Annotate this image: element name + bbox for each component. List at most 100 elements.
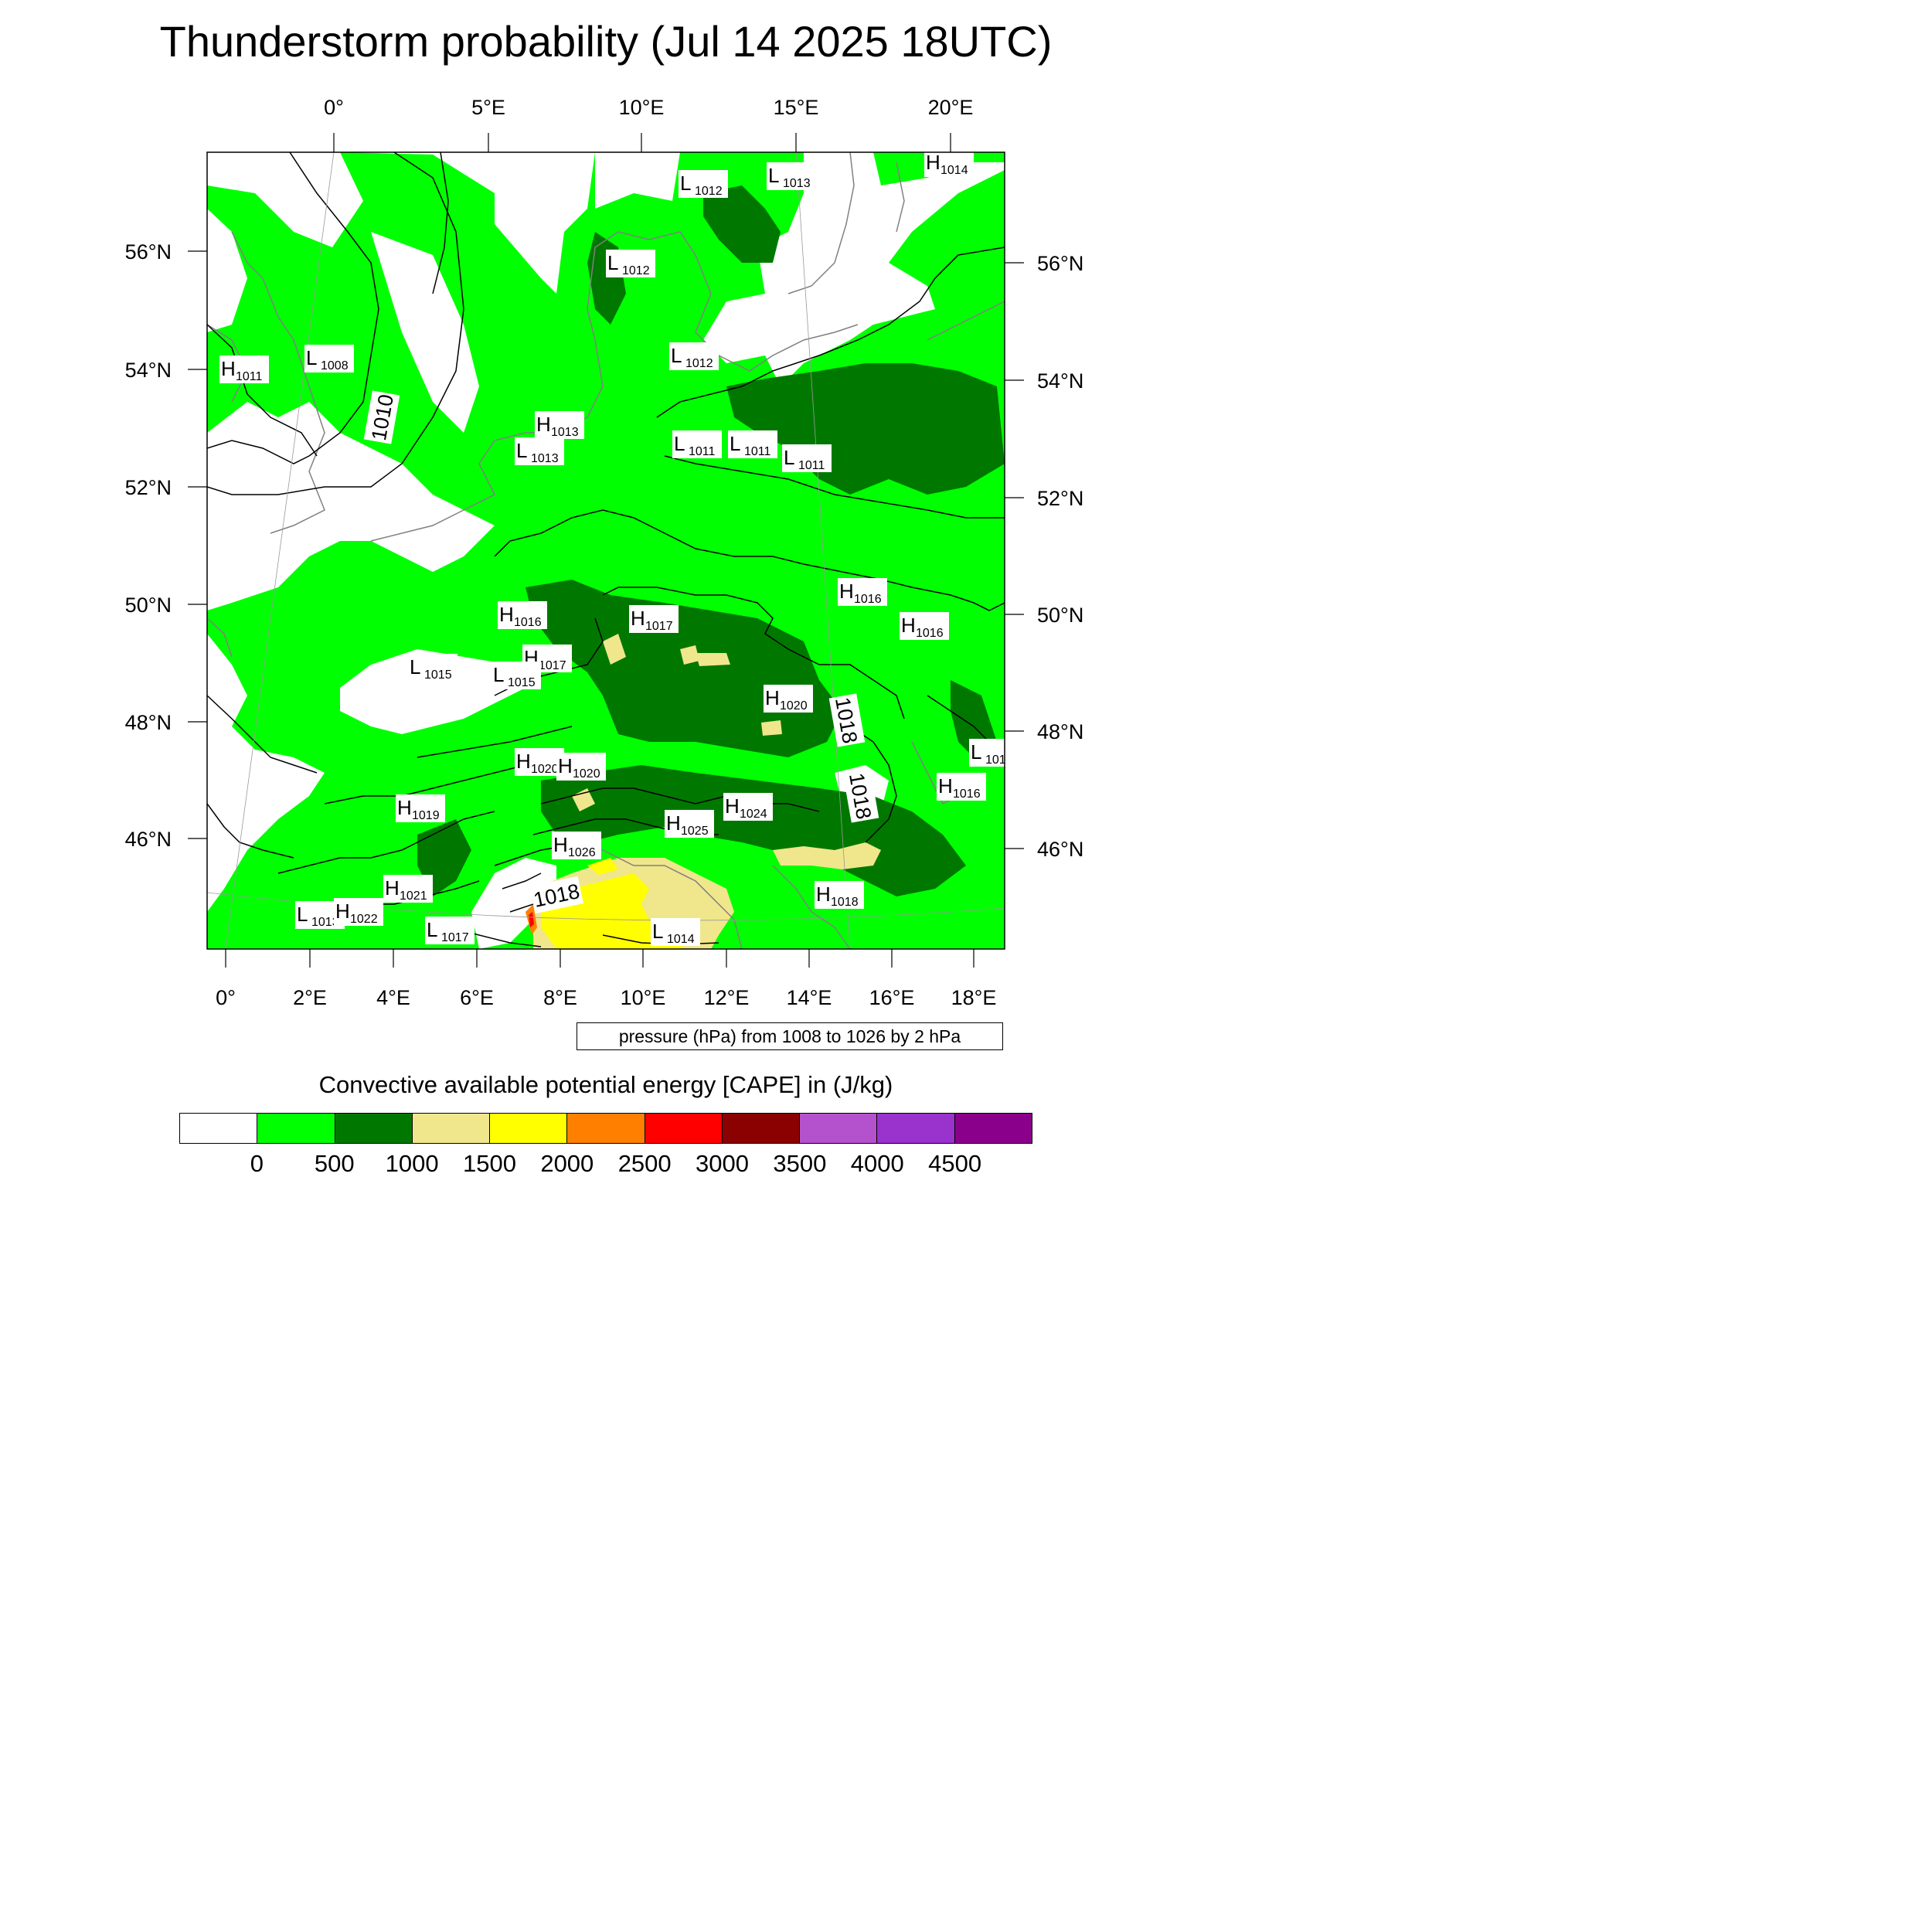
- colorbar-swatch: [800, 1114, 878, 1143]
- pressure-center-high: H 1011: [219, 355, 269, 383]
- pressure-center-value: 1011: [236, 370, 263, 383]
- pressure-center-low: L 1015: [492, 662, 541, 689]
- left-lat-label: 56°N: [125, 240, 172, 264]
- pressure-center-high: H 1020: [764, 685, 813, 713]
- bottom-lon-label: 14°E: [787, 986, 832, 1009]
- pressure-center-low: L 101: [969, 739, 1005, 767]
- pressure-center-value: 1016: [514, 616, 542, 629]
- cape-2000-regions: [526, 904, 537, 935]
- pressure-center-low: L 1012: [669, 342, 719, 370]
- pressure-center-high: H 1021: [383, 875, 433, 903]
- pressure-center-low: L 1008: [304, 345, 354, 372]
- bottom-lon-label: 0°: [216, 986, 236, 1009]
- right-lat-label: 48°N: [1037, 720, 1083, 743]
- colorbar-label: 2500: [617, 1150, 672, 1177]
- pressure-center-type: L: [768, 164, 779, 187]
- pressure-center-value: 1021: [400, 889, 427, 903]
- pressure-center-type: H: [499, 603, 514, 626]
- colorbar-swatch: [412, 1114, 491, 1143]
- isobar-label: 1018: [828, 693, 866, 747]
- pressure-center-type: L: [297, 903, 308, 926]
- pressure-center-value: 1012: [695, 185, 723, 198]
- pressure-center-type: H: [397, 796, 412, 819]
- pressure-center-value: 1020: [531, 763, 559, 776]
- bottom-lon-label: 6°E: [460, 986, 494, 1009]
- colorbar-title: Convective available potential energy [C…: [318, 1071, 893, 1098]
- pressure-center-high: H 1025: [665, 810, 714, 838]
- colorbar-label: 0: [250, 1150, 264, 1177]
- right-lat-label: 56°N: [1037, 252, 1083, 275]
- pressure-center-type: L: [671, 344, 682, 367]
- pressure-center-low: L 1013: [295, 901, 345, 929]
- pressure-center-value: 1012: [622, 264, 650, 277]
- colorbar-label: 2000: [540, 1150, 594, 1177]
- pressure-center-type: L: [674, 432, 685, 455]
- colorbar-swatch: [567, 1114, 645, 1143]
- pressure-center-type: H: [221, 357, 236, 380]
- bottom-lon-label: 10°E: [621, 986, 666, 1009]
- pressure-center-value: 1020: [780, 699, 808, 713]
- pressure-center-low: L 1017: [425, 917, 474, 944]
- pressure-center-value: 1011: [689, 445, 716, 458]
- pressure-center-value: 1011: [798, 459, 825, 472]
- pressure-center-type: H: [385, 876, 400, 900]
- bottom-lon-label: 4°E: [376, 986, 410, 1009]
- pressure-center-low: L 1011: [782, 444, 832, 472]
- pressure-center-type: L: [680, 172, 691, 195]
- pressure-center-low: L 1012: [606, 250, 655, 277]
- pressure-center-high: H 1013: [535, 411, 584, 439]
- pressure-center-type: H: [839, 580, 854, 603]
- pressure-center-type: L: [516, 439, 527, 462]
- colorbar-swatch: [335, 1114, 413, 1143]
- pressure-info-box: pressure (hPa) from 1008 to 1026 by 2 hP…: [577, 1022, 1003, 1050]
- axis-ticks: [188, 133, 1024, 968]
- pressure-center-type: H: [816, 883, 831, 906]
- pressure-center-type: H: [725, 794, 740, 818]
- pressure-center-value: 1015: [508, 676, 536, 689]
- pressure-center-high: H 1019: [396, 794, 445, 822]
- colorbar-label: 500: [314, 1150, 355, 1177]
- pressure-center-type: H: [553, 833, 568, 856]
- pressure-center-type: L: [784, 446, 794, 469]
- colorbar-label: 1500: [462, 1150, 516, 1177]
- pressure-center-type: H: [938, 774, 953, 798]
- pressure-center-value: 1011: [744, 445, 771, 458]
- pressure-center-value: 1019: [412, 809, 440, 822]
- pressure-center-value: 1014: [667, 933, 695, 946]
- isobar-label: 1018: [529, 876, 584, 914]
- colorbar: [179, 1113, 1032, 1144]
- pressure-center-value: 1020: [573, 767, 600, 781]
- top-lon-label: 5°E: [471, 96, 505, 119]
- pressure-center-value: 1013: [783, 177, 811, 190]
- pressure-center-high: H 1024: [723, 793, 773, 821]
- pressure-center-high: H 1018: [815, 881, 864, 909]
- isobar-label: 1018: [842, 769, 879, 823]
- pressure-center-type: H: [536, 413, 551, 436]
- pressure-center-value: 1016: [953, 787, 981, 801]
- colorbar-swatch: [722, 1114, 801, 1143]
- top-lon-label: 10°E: [619, 96, 665, 119]
- pressure-center-type: H: [558, 754, 573, 777]
- colorbar-swatch: [257, 1114, 335, 1143]
- pressure-center-type: L: [493, 663, 504, 686]
- bottom-lon-label: 12°E: [704, 986, 750, 1009]
- colorbar-swatch: [180, 1114, 258, 1143]
- pressure-center-high: H 1017: [629, 605, 679, 633]
- colorbar-label: 3500: [773, 1150, 827, 1177]
- pressure-center-high: H 1016: [838, 578, 887, 606]
- pressure-center-type: L: [607, 251, 618, 274]
- pressure-center-type: H: [335, 900, 350, 923]
- top-lon-label: 15°E: [774, 96, 819, 119]
- pressure-center-value: 1012: [685, 357, 713, 370]
- top-lon-label: 0°: [324, 96, 344, 119]
- pressure-center-high: H 1014: [924, 152, 974, 177]
- pressure-center-low: L 1014: [651, 918, 700, 946]
- pressure-center-high: H 1020: [515, 748, 564, 776]
- pressure-center-high: H 1016: [498, 601, 547, 629]
- left-lat-label: 54°N: [125, 359, 172, 382]
- axis-tick-labels: 0° 5°E 10°E 15°E 20°E 0° 2°E 4°E 6°E 8°E 10°E 12°E 1…: [125, 96, 1084, 1009]
- pressure-center-type: H: [516, 750, 531, 773]
- pressure-center-type: H: [631, 607, 645, 630]
- pressure-center-value: 1024: [740, 808, 767, 821]
